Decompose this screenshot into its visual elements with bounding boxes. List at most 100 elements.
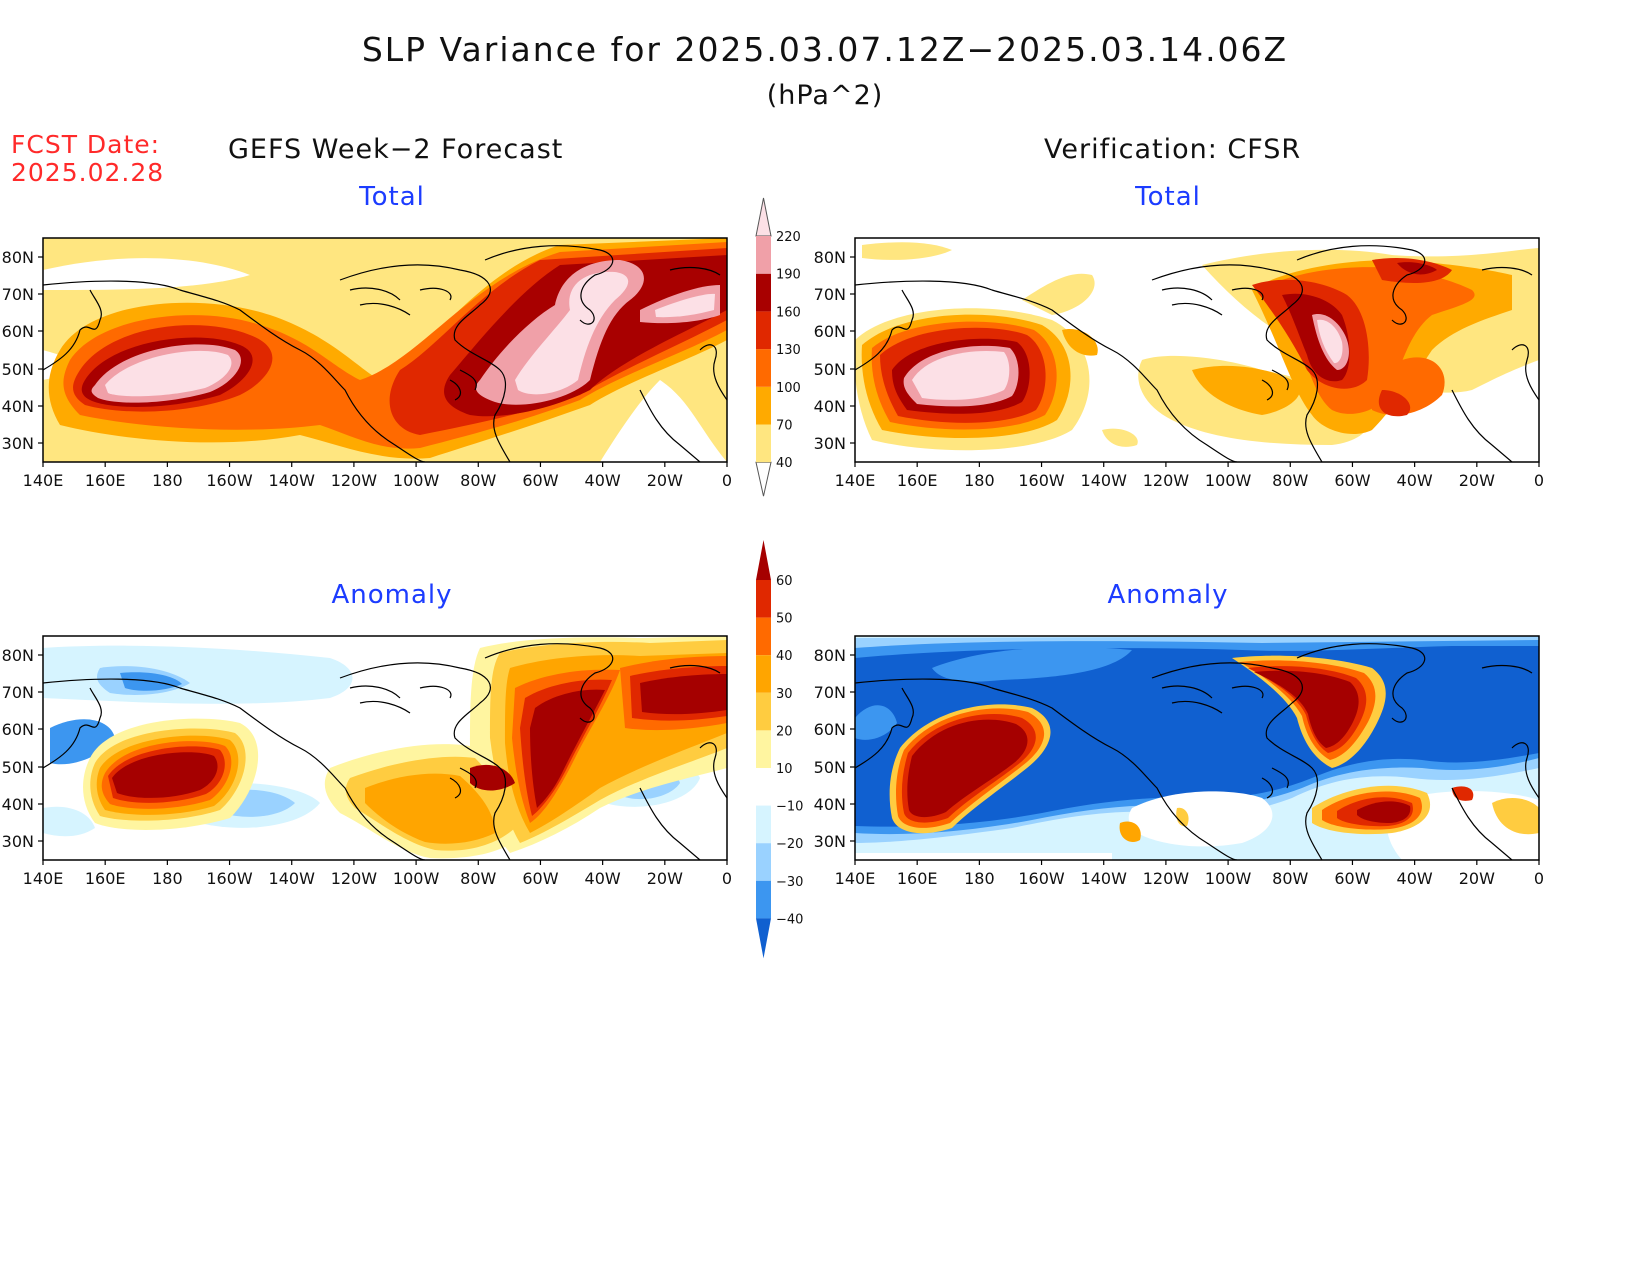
lon-label: 40W <box>585 869 621 888</box>
map-cfsr-total: 80N 70N 60N 50N 40N 30N 140E 160E 180 160W 140W 120… <box>814 237 1544 490</box>
lat-label: 80N <box>814 248 846 267</box>
fcst-date-value: 2025.02.28 <box>11 158 165 187</box>
lon-label: 160W <box>206 471 253 490</box>
colorbar-anomaly-box <box>756 880 771 919</box>
colorbar-anomaly-box <box>756 655 771 693</box>
lat-label: 70N <box>2 683 34 702</box>
colorbar-total-box <box>756 386 771 425</box>
colorbar-total-box <box>756 424 771 463</box>
colorbar-anomaly-label: 20 <box>776 724 793 739</box>
lat-label: 60N <box>814 720 846 739</box>
lat-label: 30N <box>814 434 846 453</box>
lon-label: 60W <box>522 471 558 490</box>
lon-label: 120W <box>331 869 378 888</box>
colorbar-total-box <box>756 273 771 312</box>
colorbar-anomaly-label: −30 <box>776 875 803 890</box>
lon-label: 140W <box>269 869 316 888</box>
lon-label: 60W <box>1334 471 1370 490</box>
lon-label: 160W <box>206 869 253 888</box>
lon-label: 0 <box>1534 869 1544 888</box>
lon-label: 100W <box>393 869 440 888</box>
lat-label: 60N <box>814 322 846 341</box>
lon-label: 40W <box>1397 471 1433 490</box>
colorbar-anomaly-label: −40 <box>776 912 803 927</box>
lon-label: 180 <box>152 471 183 490</box>
lat-label: 40N <box>2 397 34 416</box>
lat-label: 40N <box>814 795 846 814</box>
colorbar-total-label: 190 <box>776 268 801 283</box>
map-gefs-total: 80N 70N 60N 50N 40N 30N 140E 160E 180 160W 140W 120… <box>2 237 732 490</box>
colorbar-anomaly-label: 10 <box>776 762 793 777</box>
lat-label: 70N <box>814 285 846 304</box>
colorbar-anomaly-label: 60 <box>776 574 793 589</box>
right-column-title: Verification: CFSR <box>1044 134 1302 165</box>
lat-label: 60N <box>2 322 34 341</box>
lon-label: 180 <box>152 869 183 888</box>
lon-label: 160E <box>897 869 938 888</box>
colorbar-anomaly-max-arrow <box>756 540 771 580</box>
lon-label: 140E <box>23 869 64 888</box>
colorbar-anomaly-box <box>756 843 771 881</box>
lat-label: 60N <box>2 720 34 739</box>
colorbar-anomaly-box <box>756 692 771 731</box>
colorbar-anomaly-box <box>756 805 771 844</box>
lat-label: 80N <box>2 248 34 267</box>
colorbar-total-box <box>756 349 771 387</box>
lon-label: 0 <box>722 471 732 490</box>
lon-label: 80W <box>1272 471 1308 490</box>
lon-label: 160W <box>1018 471 1065 490</box>
top-left-subtitle: Total <box>359 182 425 212</box>
lon-label: 140E <box>835 471 876 490</box>
colorbar-anomaly-label: 30 <box>776 687 793 702</box>
colorbar-total-label: 160 <box>776 305 801 320</box>
lat-label: 40N <box>2 795 34 814</box>
colorbar-total-label: 40 <box>776 456 793 471</box>
colorbar-total-label: 220 <box>776 230 801 245</box>
lat-label: 70N <box>2 285 34 304</box>
colorbar-anomaly-box <box>756 730 771 768</box>
colorbar-anomaly-box <box>756 768 771 806</box>
lon-label: 0 <box>722 869 732 888</box>
colorbar-total-label: 70 <box>776 419 793 434</box>
colorbar-total-max-arrow <box>755 197 772 237</box>
colorbar-total-box <box>756 311 771 350</box>
lat-label: 50N <box>814 360 846 379</box>
colorbar-total-min-arrow <box>755 461 772 497</box>
lon-label: 140W <box>269 471 316 490</box>
lon-label: 60W <box>522 869 558 888</box>
colorbar-anomaly-label: 50 <box>776 612 793 627</box>
lat-label: 80N <box>2 646 34 665</box>
lon-label: 160E <box>85 869 126 888</box>
lon-label: 60W <box>1334 869 1370 888</box>
lon-label: 180 <box>964 869 995 888</box>
lon-label: 120W <box>331 471 378 490</box>
colorbar-anomaly-label: 40 <box>776 649 793 664</box>
colorbar-anomaly-label: −10 <box>776 800 803 815</box>
lon-label: 80W <box>460 869 496 888</box>
lat-label: 70N <box>814 683 846 702</box>
bottom-left-subtitle: Anomaly <box>331 580 453 610</box>
lon-label: 100W <box>1205 471 1252 490</box>
colorbar-anomaly-min-arrow <box>756 918 771 959</box>
lat-label: 30N <box>814 832 846 851</box>
lat-label: 40N <box>814 397 846 416</box>
lon-label: 140E <box>23 471 64 490</box>
lat-label: 50N <box>2 360 34 379</box>
lon-label: 20W <box>1459 869 1495 888</box>
lon-label: 40W <box>1397 869 1433 888</box>
lat-label: 80N <box>814 646 846 665</box>
lon-label: 100W <box>393 471 440 490</box>
lon-label: 120W <box>1143 869 1190 888</box>
figure-title: SLP Variance for 2025.03.07.12Z−2025.03.… <box>361 30 1289 69</box>
fcst-date-label: FCST Date: <box>11 130 161 159</box>
lon-label: 160W <box>1018 869 1065 888</box>
bottom-right-subtitle: Anomaly <box>1107 580 1229 610</box>
lat-label: 30N <box>2 434 34 453</box>
lon-label: 20W <box>647 869 683 888</box>
lat-label: 30N <box>2 832 34 851</box>
lon-label: 40W <box>585 471 621 490</box>
left-column-title: GEFS Week−2 Forecast <box>228 134 564 165</box>
lon-label: 140E <box>835 869 876 888</box>
colorbar-anomaly-label: −20 <box>776 837 803 852</box>
lon-label: 140W <box>1081 869 1128 888</box>
